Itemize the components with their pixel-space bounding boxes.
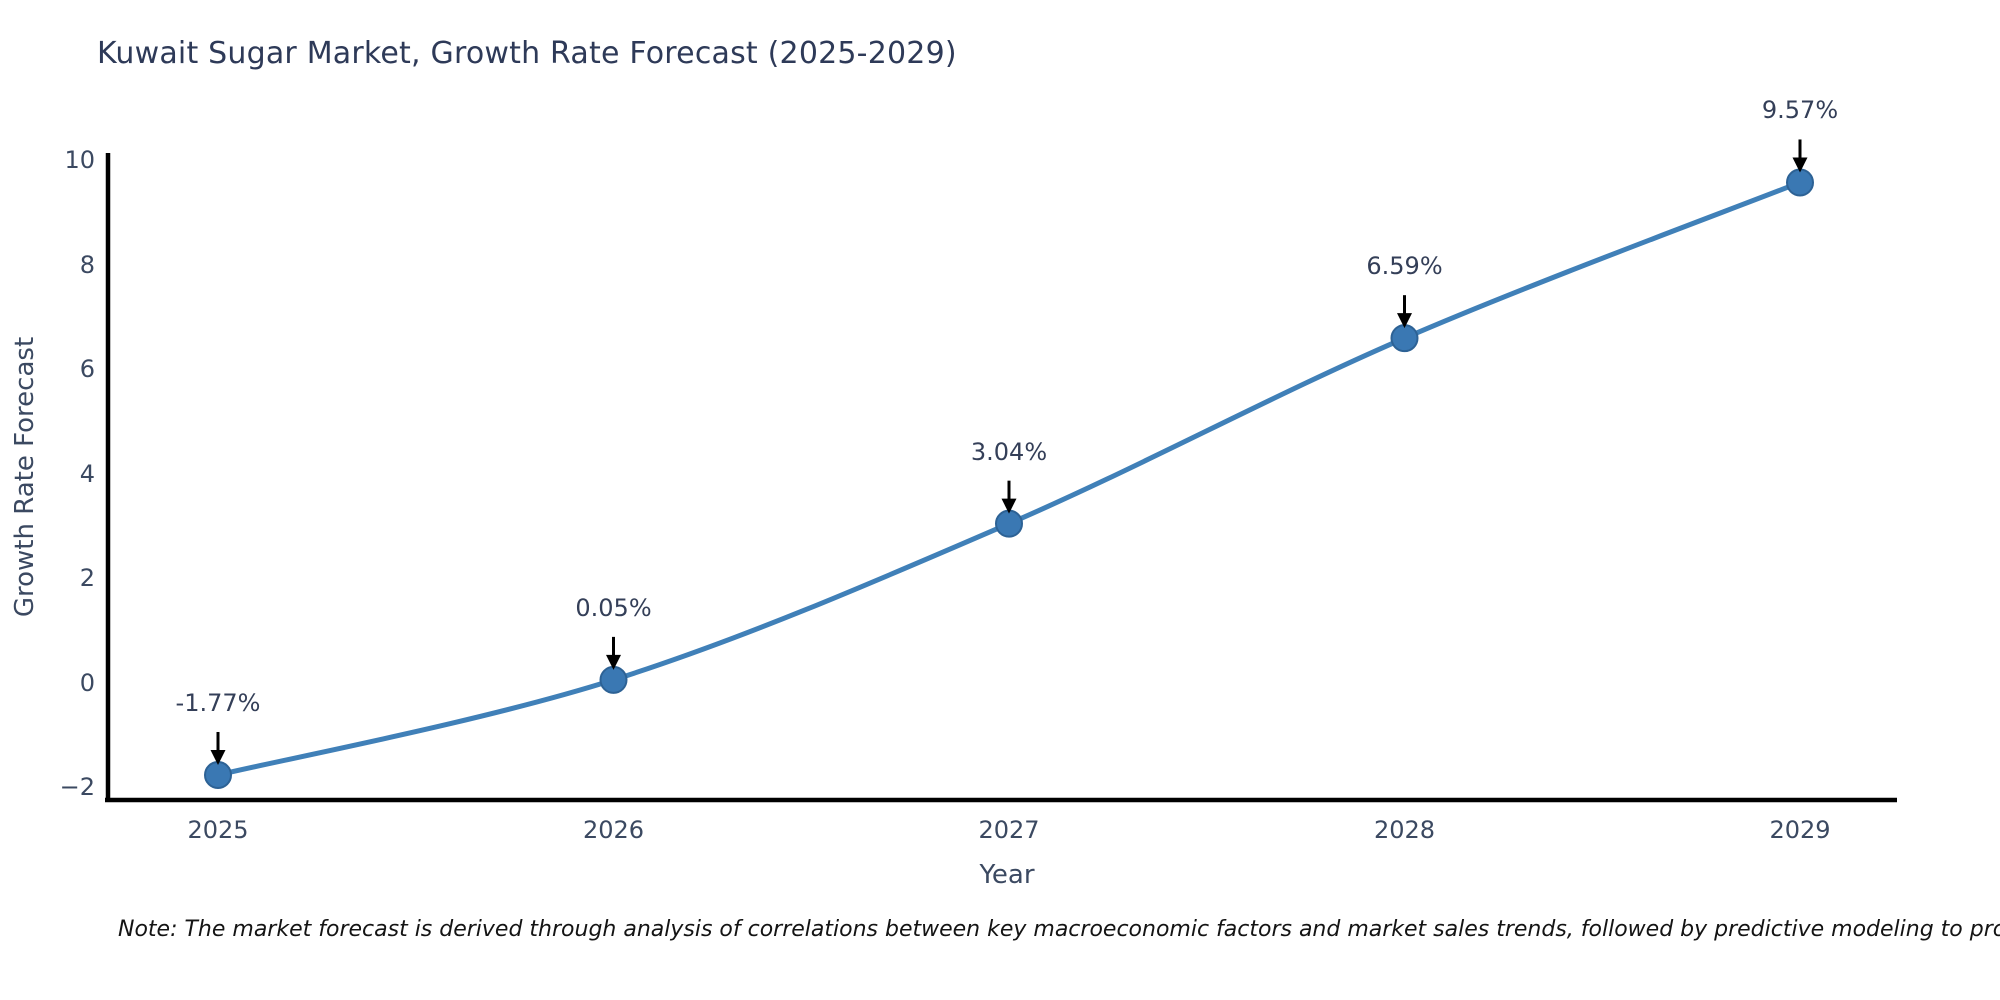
point-annotation-label: 0.05%: [575, 593, 652, 622]
y-axis-title: Growth Rate Forecast: [10, 336, 40, 618]
data-point-marker: [599, 665, 628, 694]
line-series: [204, 168, 1814, 789]
point-annotation-label: 9.57%: [1761, 96, 1839, 125]
y-tick-label: 2: [79, 564, 95, 592]
point-annotation-label: 3.04%: [970, 437, 1048, 466]
point-annotation-label: 6.59%: [1366, 252, 1443, 281]
y-tick-label: 10: [64, 146, 95, 174]
y-tick-label: 0: [79, 668, 95, 697]
data-point-marker: [1786, 168, 1814, 197]
data-point-marker: [1390, 324, 1419, 353]
data-point-marker: [204, 760, 232, 789]
footnote: Note: The market forecast is derived thr…: [118, 917, 2000, 942]
x-axis-title: Year: [979, 860, 1035, 890]
y-tick-label: −2: [59, 773, 95, 801]
x-tick-label: 2026: [582, 816, 645, 844]
y-tick-label: 4: [79, 459, 95, 488]
x-tick-label: 2029: [1769, 816, 1831, 844]
y-tick-label: 8: [79, 250, 95, 279]
axis-spines: [105, 153, 1897, 803]
chart-title: Kuwait Sugar Market, Growth Rate Forecas…: [97, 36, 957, 71]
x-tick-label: 2025: [187, 816, 249, 844]
data-point-marker: [995, 509, 1023, 538]
annotation-arrows: [210, 139, 1808, 765]
x-tick-label: 2028: [1373, 816, 1436, 844]
point-annotation-label: -1.77%: [175, 688, 261, 717]
x-tick-label: 2027: [978, 816, 1040, 844]
y-tick-label: 6: [79, 355, 95, 383]
